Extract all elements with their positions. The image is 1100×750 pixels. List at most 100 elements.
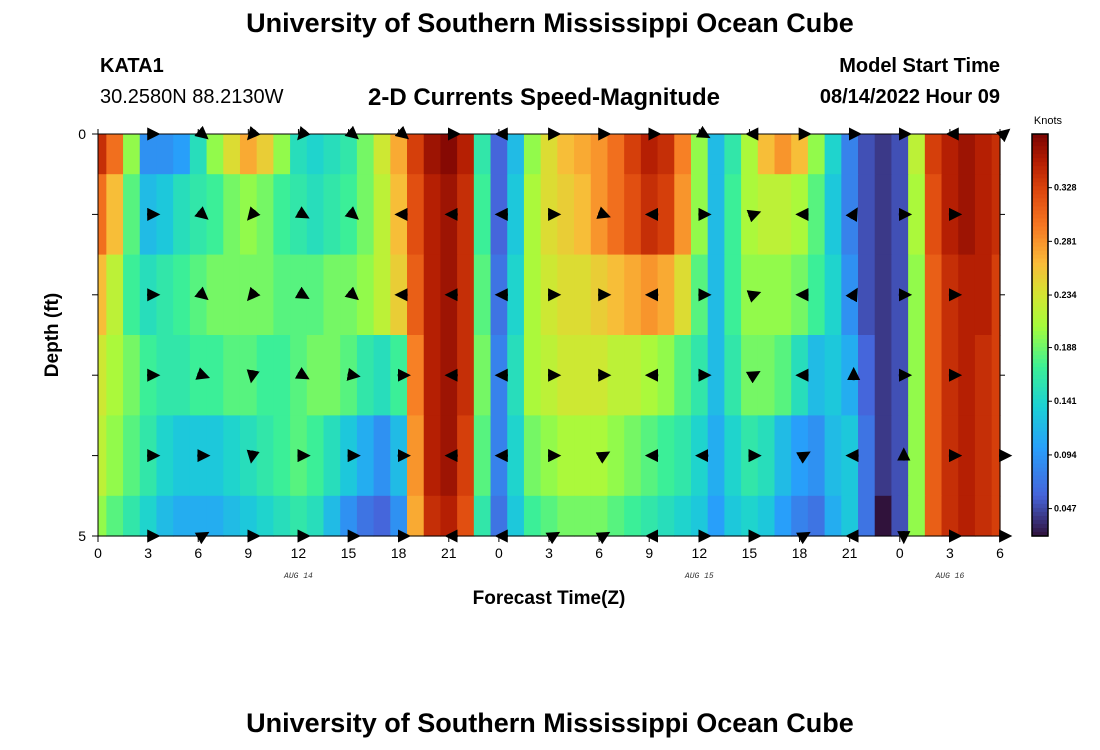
heatmap-cell	[908, 415, 926, 497]
colorbar-swatch	[1032, 455, 1048, 461]
colorbar-swatch	[1032, 335, 1048, 340]
x-tick-label: 21	[441, 545, 457, 561]
heatmap-cell	[356, 174, 375, 256]
colorbar-swatch	[1032, 467, 1048, 473]
heatmap-cell	[457, 134, 475, 175]
current-arrow	[746, 290, 762, 303]
heatmap-cell	[189, 174, 208, 256]
heatmap-cell	[223, 495, 241, 537]
heatmap-cell	[707, 335, 725, 416]
colorbar-swatch	[1032, 170, 1048, 175]
heatmap-cell	[507, 415, 525, 497]
heatmap-cell	[974, 495, 993, 537]
colorbar-swatch	[1032, 447, 1048, 453]
heatmap-cell	[290, 134, 308, 175]
colorbar-swatch	[1032, 194, 1048, 199]
heatmap-cell	[156, 495, 174, 537]
heatmap-cell	[373, 415, 391, 497]
x-axis: 0 3 6 9 12 15 18 21 0 3 6 9 12 15 18 21 0 3 6 AUG 14 AUG 15 A…	[94, 129, 1004, 581]
heatmap-cell	[98, 134, 107, 175]
colorbar-swatch	[1032, 491, 1048, 497]
colorbar-swatch	[1032, 282, 1048, 288]
heatmap-cell	[123, 495, 141, 537]
heatmap-cell	[407, 174, 425, 256]
heatmap-cell	[640, 495, 659, 537]
heatmap-cell	[273, 174, 291, 256]
heatmap-cell	[523, 254, 542, 336]
heatmap-cell	[239, 415, 258, 497]
heatmap-cell	[824, 134, 842, 175]
colorbar-swatch	[1032, 138, 1048, 143]
heatmap-cell	[624, 174, 642, 256]
heatmap-cell	[924, 174, 943, 256]
current-arrow	[344, 206, 359, 220]
heatmap-cell	[791, 415, 809, 497]
colorbar-swatch	[1032, 387, 1048, 392]
current-arrow	[845, 207, 858, 222]
heatmap-cell	[724, 335, 742, 416]
colorbar-swatch	[1032, 238, 1048, 244]
heatmap-cell	[607, 254, 625, 336]
heatmap-cell	[373, 495, 391, 537]
heatmap-cell	[223, 254, 241, 336]
heatmap-cell	[674, 415, 692, 497]
current-arrow	[344, 286, 359, 301]
heatmap-cell	[991, 335, 1001, 416]
colorbar-swatch	[1032, 214, 1048, 220]
heatmap-cell	[423, 254, 442, 336]
heatmap-cell	[590, 134, 609, 175]
heatmap-cell	[974, 134, 993, 175]
colorbar-swatch	[1032, 174, 1048, 179]
heatmap-cell	[908, 174, 926, 256]
heatmap-cell	[607, 134, 625, 175]
colorbar-swatch	[1032, 178, 1048, 183]
heatmap-cell	[724, 495, 742, 537]
heatmap-cell	[373, 174, 391, 256]
heatmap-cell	[807, 254, 826, 336]
heatmap-cell	[523, 415, 542, 497]
heatmap-cell	[156, 254, 174, 336]
colorbar-swatch	[1032, 302, 1048, 308]
current-arrow	[294, 206, 310, 219]
heatmap-cell	[156, 134, 174, 175]
heatmap-cell	[607, 415, 625, 497]
heatmap-cell	[707, 415, 725, 497]
heatmap-cell	[557, 495, 575, 537]
colorbar-swatch	[1032, 150, 1048, 155]
colorbar-swatch	[1032, 443, 1048, 449]
colorbar-swatch	[1032, 379, 1048, 384]
heatmap-cell	[256, 495, 274, 537]
x-tick-label: 18	[792, 545, 808, 561]
heatmap-cell	[974, 254, 993, 336]
heatmap-cell	[273, 335, 291, 416]
current-arrow	[195, 367, 211, 380]
heatmap-cell	[173, 415, 191, 497]
colorbar-swatch	[1032, 198, 1048, 203]
heatmap-cell	[624, 134, 642, 175]
heatmap-cell	[139, 134, 158, 175]
heatmap-cell	[908, 495, 926, 537]
heatmap-cell	[874, 134, 893, 175]
heatmap-cell	[523, 335, 542, 416]
heatmap-cell	[858, 254, 876, 336]
heatmap-cell	[256, 335, 274, 416]
heatmap-cell	[273, 254, 291, 336]
heatmap-cell	[807, 495, 826, 537]
heatmap-cell	[440, 134, 458, 175]
heatmap-cell	[98, 495, 107, 537]
colorbar-swatch	[1032, 274, 1048, 280]
heatmap-cell	[958, 415, 976, 497]
heatmap-cell	[523, 174, 542, 256]
colorbar-tick-label: 0.281	[1054, 236, 1077, 246]
heatmap-cell	[991, 415, 1001, 497]
colorbar-swatch	[1032, 431, 1048, 437]
heatmap-cell	[958, 495, 976, 537]
colorbar-swatch	[1032, 375, 1048, 380]
heatmap-cell	[774, 254, 792, 336]
heatmap-cell	[223, 134, 241, 175]
heatmap-cell	[674, 254, 692, 336]
heatmap-cell	[98, 335, 107, 416]
heatmap-cell	[407, 335, 425, 416]
current-arrow	[194, 206, 209, 220]
colorbar-swatch	[1032, 202, 1048, 207]
